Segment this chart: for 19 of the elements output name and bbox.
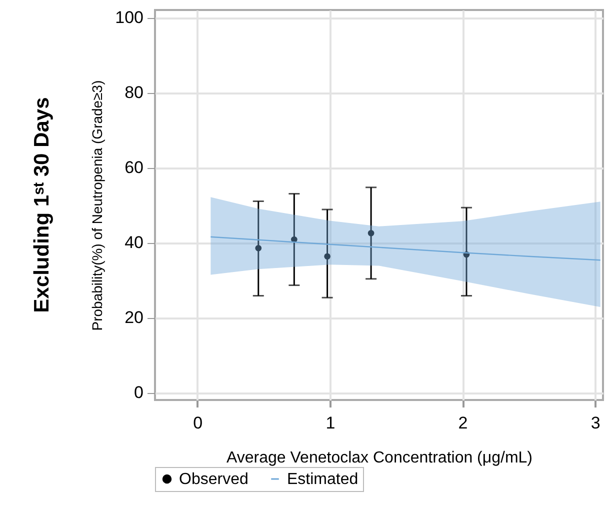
x-axis-title: Average Venetoclax Concentration (μg/mL) — [226, 450, 532, 466]
y-tick-label: 60 — [124, 158, 144, 177]
y-tick-label: 80 — [124, 83, 144, 102]
x-tick-label: 3 — [590, 414, 600, 432]
y-tick-label: 40 — [124, 233, 144, 252]
line-series — [210, 236, 601, 261]
point — [368, 230, 374, 236]
y-tick-label: 100 — [115, 8, 144, 27]
x-tick-label: 1 — [326, 414, 336, 432]
y-tick-label: 0 — [134, 383, 144, 402]
y-axis-title: Probability(%) of Neutropenia (Grade≥3) — [89, 80, 106, 331]
y-tick-label: 20 — [124, 308, 144, 327]
x-tick-label: 0 — [193, 414, 203, 432]
legend-label: Estimated — [287, 471, 358, 488]
x-tick-label: 2 — [458, 414, 468, 432]
legend-label: Observed — [179, 471, 248, 488]
text: Excluding 1ˢᵗ 30 Days — [30, 97, 54, 313]
point — [255, 244, 262, 252]
point — [324, 253, 330, 260]
